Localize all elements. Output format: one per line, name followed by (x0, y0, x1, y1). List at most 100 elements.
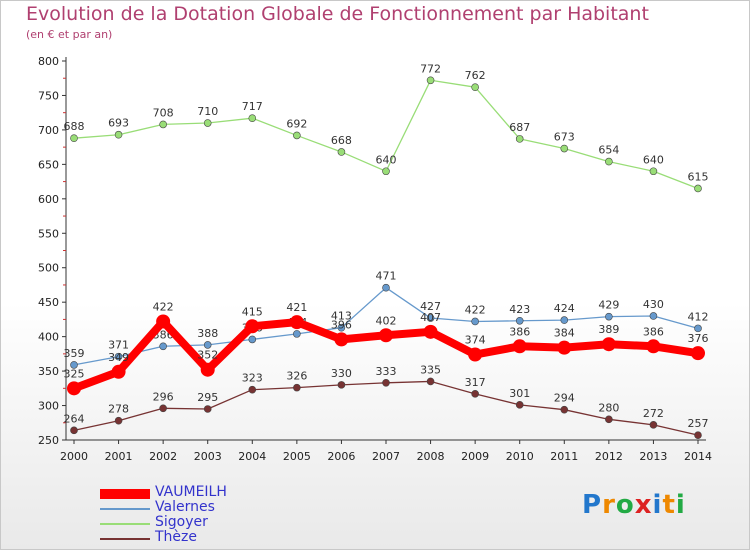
legend-label: Valernes (155, 499, 215, 515)
data-point-sigoyer (203, 119, 212, 127)
data-label-vaumeilh: 386 (643, 325, 664, 338)
chart-subtitle: (en € et par an) (26, 28, 113, 41)
data-point-vaumeilh (557, 340, 572, 355)
data-point-sigoyer (248, 114, 257, 122)
data-label-sigoyer: 693 (108, 117, 129, 130)
data-point-vaumeilh (67, 381, 81, 396)
x-tick-label: 2000 (60, 450, 88, 463)
data-label-thze: 295 (197, 391, 218, 404)
y-tick-label: 650 (38, 158, 59, 171)
data-label-thze: 264 (64, 412, 85, 425)
data-point-thze (203, 405, 212, 413)
data-label-sigoyer: 772 (420, 62, 441, 75)
data-label-valernes: 423 (509, 303, 530, 316)
data-label-valernes: 388 (197, 327, 218, 340)
data-label-valernes: 427 (420, 300, 441, 313)
data-label-vaumeilh: 349 (108, 351, 129, 364)
data-label-valernes: 371 (108, 339, 129, 352)
logo-letter: x (634, 490, 653, 520)
y-tick-label: 400 (38, 331, 59, 344)
data-point-vaumeilh (423, 324, 438, 339)
data-label-valernes: 422 (465, 303, 486, 316)
data-label-sigoyer: 640 (643, 153, 664, 166)
x-tick-label: 2008 (417, 450, 445, 463)
proxiti-logo: Proxiti (582, 490, 686, 520)
data-point-vaumeilh (200, 362, 215, 377)
legend-label: Thèze (155, 529, 197, 545)
data-label-valernes: 413 (331, 310, 352, 323)
data-point-valernes (203, 341, 212, 349)
y-tick-label: 350 (38, 365, 59, 378)
data-point-sigoyer (560, 144, 569, 153)
data-point-vaumeilh (512, 339, 527, 354)
data-point-valernes (694, 324, 702, 333)
data-label-thze: 326 (286, 370, 307, 383)
logo-letter: i (675, 490, 686, 520)
data-label-vaumeilh: 389 (598, 323, 619, 336)
data-label-valernes: 412 (688, 310, 709, 323)
data-point-thze (605, 415, 613, 424)
data-label-vaumeilh: 386 (509, 325, 530, 338)
data-point-sigoyer (649, 167, 658, 176)
data-label-thze: 330 (331, 367, 352, 380)
x-tick-label: 2004 (238, 450, 266, 463)
data-label-sigoyer: 710 (197, 105, 218, 118)
data-label-thze: 257 (688, 417, 709, 430)
legend-label: Sigoyer (155, 514, 208, 530)
y-tick-label: 600 (38, 193, 59, 206)
data-label-valernes: 359 (64, 347, 85, 360)
data-label-vaumeilh: 415 (242, 305, 263, 318)
x-tick-label: 2006 (327, 450, 355, 463)
data-label-valernes: 430 (643, 298, 664, 311)
data-point-thze (159, 404, 167, 413)
y-tick-label: 550 (38, 227, 59, 240)
data-point-sigoyer (293, 131, 301, 140)
data-label-vaumeilh: 325 (64, 367, 85, 380)
data-point-sigoyer (114, 130, 123, 139)
data-point-vaumeilh (334, 332, 349, 347)
data-label-vaumeilh: 376 (688, 332, 709, 345)
data-point-valernes (605, 312, 613, 321)
data-point-valernes (560, 316, 569, 324)
data-point-vaumeilh (601, 337, 616, 352)
data-point-valernes (293, 330, 301, 338)
data-label-vaumeilh: 352 (197, 349, 218, 362)
data-point-thze (694, 431, 702, 439)
data-point-sigoyer (382, 167, 390, 176)
data-point-vaumeilh (379, 328, 393, 343)
x-tick-label: 2007 (372, 450, 400, 463)
x-tick-label: 2010 (506, 450, 534, 463)
data-point-valernes (515, 316, 524, 325)
data-label-vaumeilh: 396 (331, 318, 352, 331)
data-point-valernes (248, 335, 257, 344)
data-label-sigoyer: 654 (598, 144, 619, 157)
x-tick-label: 2005 (283, 450, 311, 463)
y-tick-label: 500 (38, 262, 59, 275)
x-tick-label: 2001 (105, 450, 133, 463)
x-tick-label: 2003 (194, 450, 222, 463)
y-tick-label: 300 (38, 400, 59, 413)
data-label-thze: 317 (465, 376, 486, 389)
data-label-thze: 278 (108, 403, 129, 416)
data-point-valernes (70, 361, 78, 369)
data-point-thze (293, 383, 301, 392)
data-label-thze: 333 (376, 365, 397, 378)
data-label-thze: 323 (242, 372, 263, 385)
data-point-thze (560, 405, 569, 414)
data-point-valernes (649, 312, 658, 320)
y-tick-label: 750 (38, 89, 59, 102)
data-point-thze (515, 401, 524, 409)
data-label-sigoyer: 708 (153, 106, 174, 119)
data-point-valernes (159, 342, 167, 351)
legend-swatch (100, 489, 150, 499)
data-label-valernes: 429 (598, 299, 619, 312)
data-label-sigoyer: 688 (64, 120, 85, 133)
data-point-thze (114, 416, 123, 425)
data-point-vaumeilh (468, 347, 483, 362)
data-label-sigoyer: 692 (286, 117, 307, 130)
x-tick-label: 2011 (550, 450, 578, 463)
data-point-thze (426, 377, 435, 386)
data-point-vaumeilh (111, 364, 126, 379)
x-tick-label: 2014 (684, 450, 712, 463)
data-point-sigoyer (605, 157, 613, 166)
